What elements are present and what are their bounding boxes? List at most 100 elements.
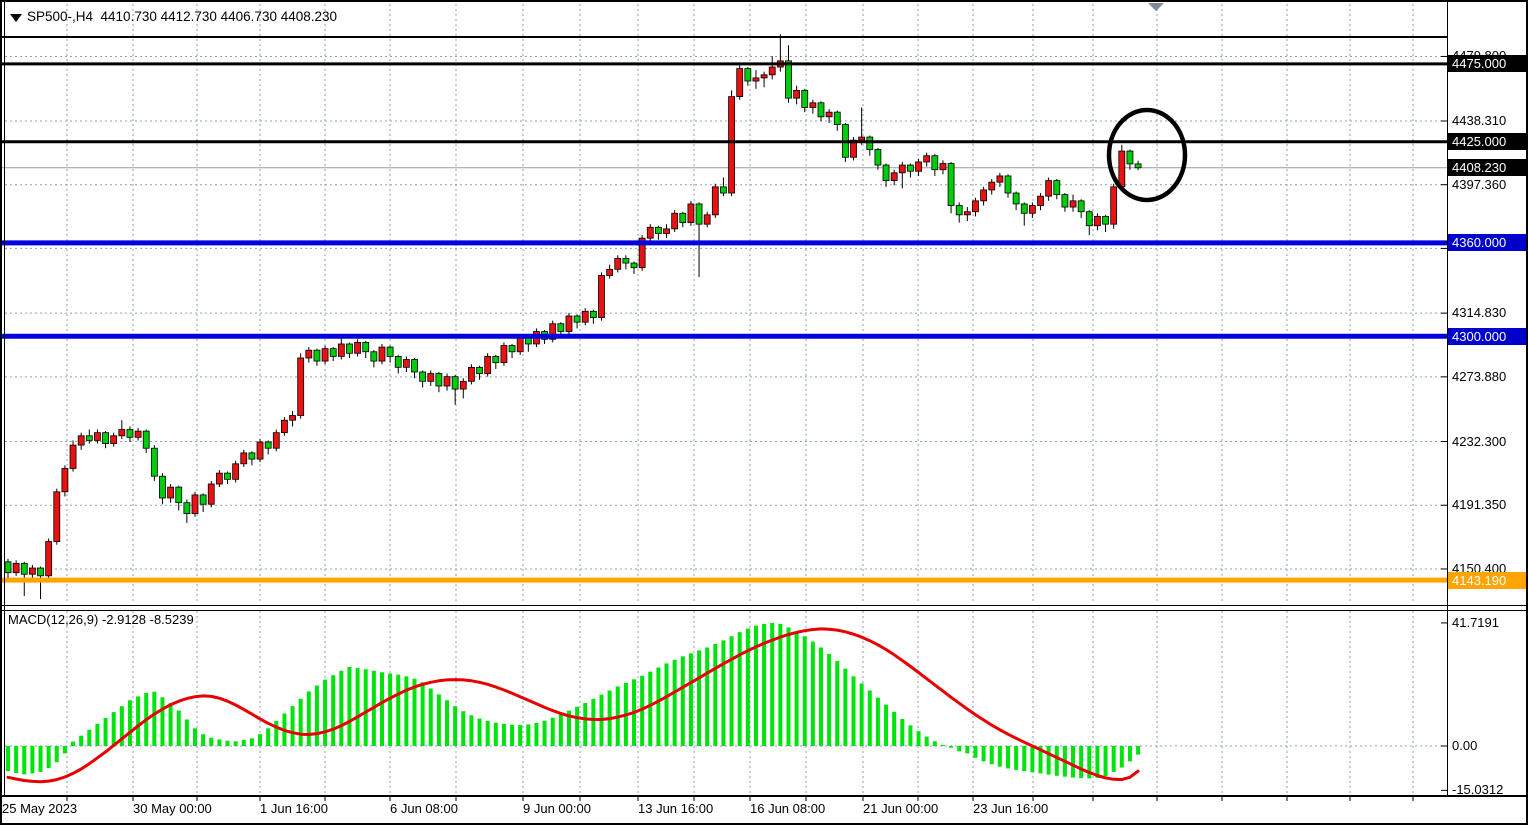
candle-body [45, 541, 53, 577]
macd-histogram-bar [794, 631, 799, 746]
macd-histogram-bar [87, 729, 92, 746]
candle-body [69, 444, 77, 469]
candle-body [199, 494, 207, 505]
macd-histogram-bar [404, 676, 409, 746]
candle-body [500, 345, 508, 364]
macd-histogram-bar [119, 706, 124, 746]
candle-body [744, 68, 752, 82]
macd-histogram-bar [103, 717, 108, 746]
macd-histogram-bar [697, 650, 702, 746]
candle-body [1004, 175, 1012, 194]
macd-histogram-bar [786, 627, 791, 746]
candle-body [1012, 192, 1020, 205]
macd-histogram-bar [867, 690, 872, 746]
candle-body [1045, 180, 1053, 197]
candle-body [785, 60, 792, 99]
candle-body [386, 346, 394, 357]
candle-body [468, 366, 475, 382]
macd-histogram-bar [339, 670, 344, 746]
macd-histogram-bar [14, 746, 19, 774]
candle-body [305, 349, 313, 359]
macd-histogram-bar [542, 720, 547, 746]
macd-tick-label: 41.7191 [1452, 614, 1499, 630]
highlight-circle-annotation [1106, 107, 1188, 203]
macd-histogram-bar [566, 710, 571, 746]
macd-histogram-bar [501, 723, 506, 746]
macd-histogram-bar [1046, 746, 1051, 775]
macd-histogram-bar [1127, 746, 1132, 762]
macd-histogram-bar [778, 623, 783, 746]
candle-body [671, 212, 679, 230]
time-tick-label: 1 Jun 16:00 [260, 801, 328, 816]
candle-body [687, 203, 695, 224]
candle-body [955, 205, 963, 216]
candle-body [963, 211, 971, 216]
macd-indicator-label: MACD(12,26,9) -2.9128 -8.5239 [8, 612, 194, 627]
candle-body [337, 343, 345, 357]
macd-histogram-bar [583, 702, 588, 746]
macd-histogram-bar [680, 656, 685, 746]
candle-body [638, 237, 646, 269]
macd-histogram-bar [314, 685, 319, 746]
macd-histogram-bar [347, 666, 352, 746]
candle-body [77, 435, 85, 446]
macd-histogram-bar [95, 723, 100, 746]
macd-histogram-bar [469, 715, 474, 746]
macd-histogram-bar [30, 746, 35, 774]
candle-body [1134, 163, 1142, 169]
candle-body [1028, 205, 1036, 214]
time-tick-label: 9 Jun 00:00 [523, 801, 591, 816]
candle-body [882, 164, 890, 182]
candle-body [484, 356, 492, 374]
candle-body [898, 164, 906, 174]
macd-histogram-bar [932, 741, 937, 746]
candle-body [760, 74, 768, 79]
macd-histogram-bar [233, 741, 238, 746]
candle-body [923, 155, 931, 163]
macd-histogram-bar [1022, 746, 1027, 772]
symbol-dropdown-icon [10, 14, 22, 22]
macd-histogram-bar [485, 720, 490, 746]
candle-body [907, 164, 914, 172]
candle-body [134, 430, 142, 438]
macd-histogram-bar [656, 667, 661, 746]
macd-histogram-bar [453, 706, 458, 746]
candle-body [20, 562, 28, 575]
macd-histogram-bar [493, 722, 498, 746]
macd-signal-line [6, 627, 1140, 784]
candle-body [110, 435, 118, 444]
candle-body [118, 429, 126, 437]
candle-body [663, 228, 670, 234]
macd-histogram-bar [705, 647, 710, 746]
candle-body [102, 432, 109, 444]
candle-body [215, 472, 223, 485]
macd-histogram-bar [38, 746, 43, 772]
candle-body [801, 89, 809, 108]
price-tick-label: 4273.880 [1452, 368, 1507, 384]
macd-histogram-bar [713, 643, 718, 746]
candle-body [622, 258, 630, 264]
candle-body [12, 562, 20, 574]
macd-histogram-bar [298, 698, 303, 746]
macd-histogram-bar [558, 714, 563, 746]
candle-body [996, 175, 1004, 183]
macd-histogram-bar [62, 746, 67, 754]
candle-body [972, 200, 979, 213]
candle-body [850, 139, 857, 158]
candle-body [736, 68, 744, 97]
candle-body [1020, 203, 1028, 214]
macd-histogram-bar [664, 663, 669, 746]
time-tick-label: 25 May 2023 [2, 801, 78, 816]
candle-body [988, 181, 996, 191]
candle-body [947, 163, 955, 206]
macd-histogram-bar [168, 703, 173, 746]
candle-body [492, 356, 500, 364]
time-tick-label: 23 Jun 16:00 [973, 801, 1049, 816]
time-tick-label: 21 Jun 00:00 [863, 801, 939, 816]
candle-body [939, 163, 947, 171]
candle-body [264, 441, 272, 449]
macd-histogram-bar [428, 688, 433, 746]
macd-histogram-bar [54, 746, 59, 763]
macd-histogram-bar [1111, 746, 1116, 772]
